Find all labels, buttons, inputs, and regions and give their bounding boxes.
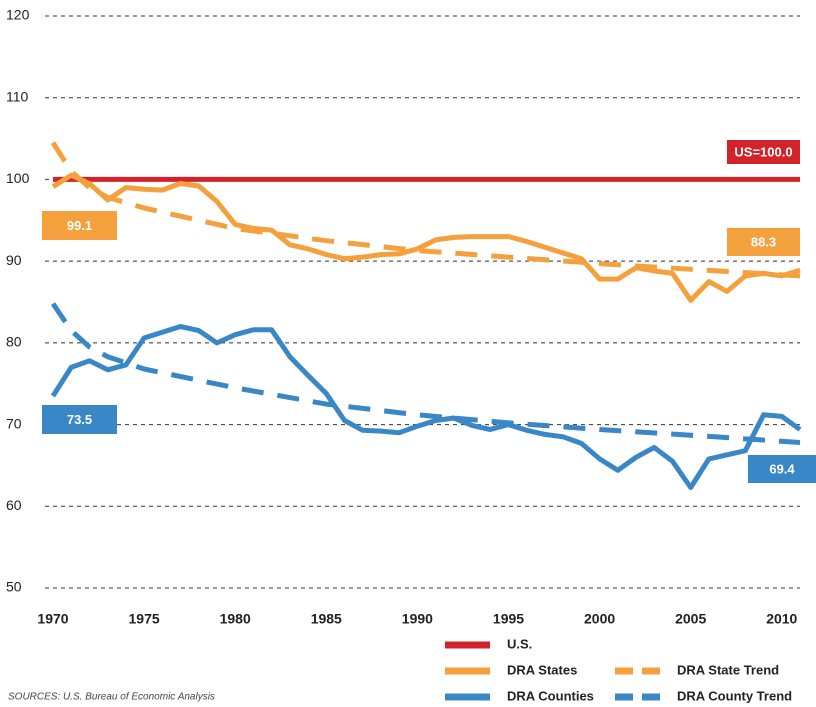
y-tick-label: 120: [6, 7, 30, 23]
source: SOURCES: U.S. Bureau of Economic Analysi…: [8, 692, 215, 703]
x-tick-label: 1970: [37, 611, 68, 627]
x-tick-label: 1975: [129, 611, 160, 627]
legend-label: DRA Counties: [507, 688, 594, 703]
annotation-text: 99.1: [67, 218, 92, 233]
x-tick-label: 2005: [675, 611, 706, 627]
legend-label: DRA States: [507, 662, 577, 677]
x-tick-label: 1980: [220, 611, 251, 627]
x-tick-label: 1995: [493, 611, 524, 627]
annotation-text: 69.4: [769, 461, 795, 476]
annotation-box: [727, 140, 800, 164]
y-tick-label: 100: [6, 170, 30, 186]
legend-label: DRA County Trend: [677, 688, 792, 703]
x-tick-label: 1990: [402, 611, 433, 627]
x-tick-label: 2010: [766, 611, 797, 627]
annotation-box: [42, 405, 117, 434]
y-tick-label: 50: [6, 579, 22, 595]
annotation-text: 88.3: [751, 234, 776, 249]
series-line: [50, 141, 801, 279]
y-tick-label: 70: [6, 415, 22, 431]
annotation-text: US=100.0: [734, 144, 792, 159]
x-tick-label: 2000: [584, 611, 615, 627]
legend-label: U.S.: [507, 636, 532, 651]
y-tick-label: 80: [6, 334, 22, 350]
series-line: [51, 172, 801, 303]
annotation-box: [748, 455, 816, 483]
series-line: [50, 324, 802, 490]
x-tick-label: 1985: [311, 611, 342, 627]
legend-label: DRA State Trend: [677, 662, 779, 677]
y-tick-label: 90: [6, 252, 22, 268]
annotation-text: 73.5: [67, 412, 92, 427]
y-tick-label: 60: [6, 497, 22, 513]
annotation-box: [42, 211, 117, 240]
series-line: [50, 302, 801, 445]
annotation-box: [727, 228, 800, 256]
y-tick-label: 110: [6, 88, 29, 104]
